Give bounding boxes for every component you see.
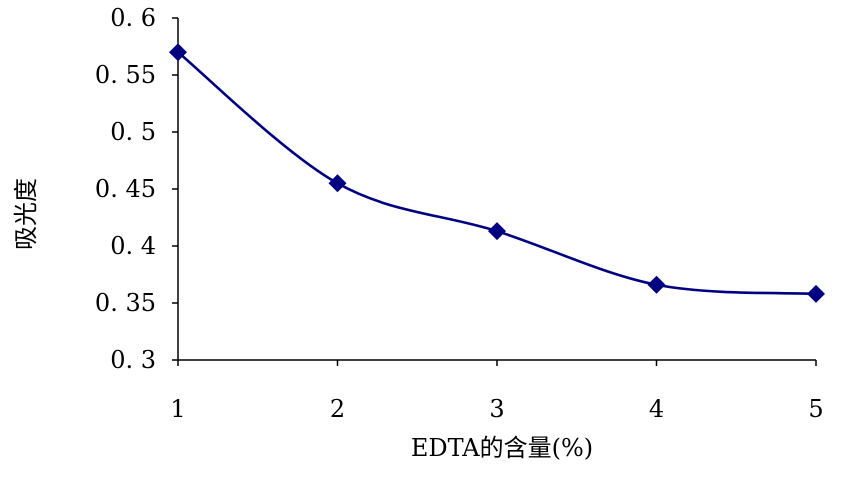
y-tick-label: 0. 4 xyxy=(110,232,156,260)
data-point-marker xyxy=(169,43,187,62)
x-axis-label: EDTA的含量(%) xyxy=(411,434,593,462)
data-point-marker xyxy=(328,174,347,193)
series-line xyxy=(177,51,817,296)
x-tick-label: 2 xyxy=(330,395,345,423)
y-tick-label: 0. 5 xyxy=(110,118,156,146)
x-tick-label: 5 xyxy=(808,395,823,423)
data-point-marker xyxy=(807,284,825,303)
y-axis-label: 吸光度 xyxy=(12,178,40,250)
y-tick-label: 0. 3 xyxy=(110,346,156,374)
y-tick-label: 0. 6 xyxy=(110,4,156,32)
x-ticks: 1 2 3 4 5 xyxy=(170,360,824,423)
y-tick-label: 0. 35 xyxy=(95,289,156,317)
data-point-marker xyxy=(488,222,506,241)
axes xyxy=(177,18,816,361)
y-ticks: 0. 3 0. 35 0. 4 0. 45 0. 5 0. 55 0. 6 xyxy=(95,4,178,374)
x-tick-label: 3 xyxy=(489,395,504,423)
y-tick-label: 0. 55 xyxy=(95,61,156,89)
y-tick-label: 0. 45 xyxy=(95,175,156,203)
series-markers xyxy=(169,43,825,303)
data-point-marker xyxy=(647,275,666,294)
x-tick-label: 1 xyxy=(170,395,185,423)
x-tick-label: 4 xyxy=(649,395,664,423)
